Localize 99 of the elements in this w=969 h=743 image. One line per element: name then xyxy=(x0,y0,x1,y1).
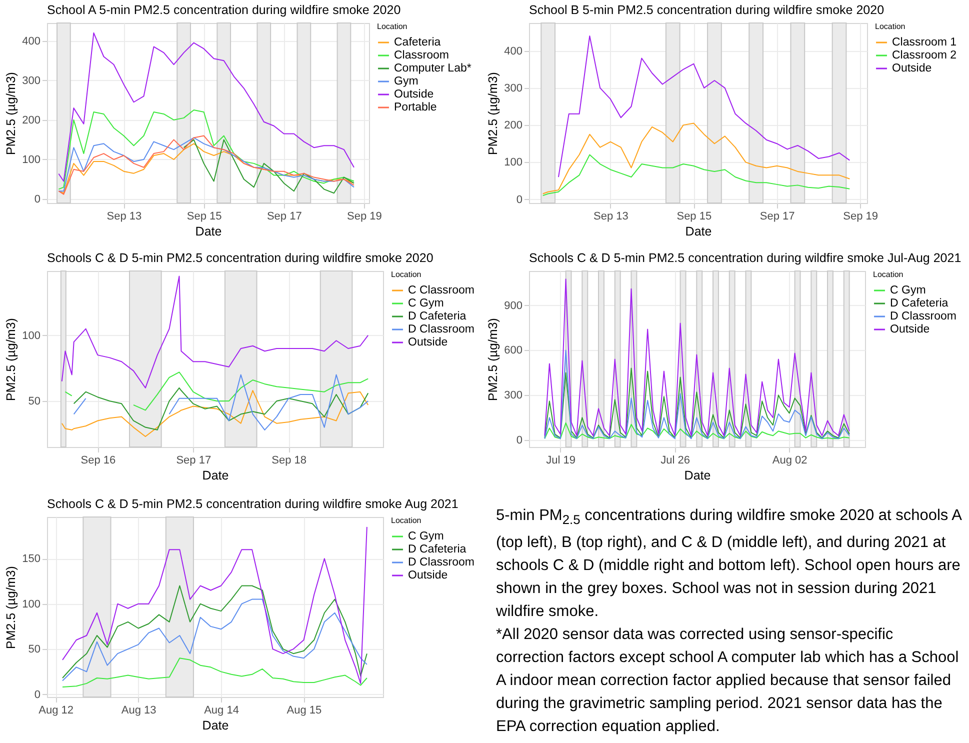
x-tick-label: Aug 13 xyxy=(121,704,156,716)
x-tick-label: Aug 12 xyxy=(38,704,74,716)
line-series xyxy=(558,35,850,178)
line-series xyxy=(544,278,850,436)
x-tick-label: Jul 26 xyxy=(660,454,690,466)
legend-label: C Classroom xyxy=(408,284,474,296)
y-tick-label: 100 xyxy=(22,154,40,166)
legend-label: Classroom 2 xyxy=(892,50,957,62)
y-tick-label: 200 xyxy=(504,120,522,132)
y-tick-label: 300 xyxy=(504,390,522,402)
line-series xyxy=(62,658,368,688)
y-tick-label: 400 xyxy=(504,45,522,58)
legend-label: D Classroom xyxy=(408,556,474,568)
legend-label: Outside xyxy=(892,62,932,74)
line-series xyxy=(544,350,850,440)
line-series xyxy=(62,526,368,684)
legend-title: Location xyxy=(377,22,408,31)
y-tick-label: 600 xyxy=(504,344,522,357)
y-axis-title: PM2.5 (µg/m3) xyxy=(486,72,500,155)
x-tick-label: Sep 15 xyxy=(186,210,222,222)
chart-title: Schools C & D 5-min PM2.5 concentration during wildfire smoke 2020 xyxy=(47,251,434,265)
line-series xyxy=(62,585,368,679)
x-tick-label: Sep 19 xyxy=(347,210,382,222)
x-tick-label: Sep 18 xyxy=(272,454,306,466)
legend-label: D Classroom xyxy=(408,324,474,336)
legend-label: Classroom 1 xyxy=(892,36,957,48)
y-tick-label: 0 xyxy=(516,434,522,447)
chart-title: School A 5-min PM2.5 concentration during wildfire smoke 2020 xyxy=(47,3,401,17)
line-series xyxy=(62,598,368,682)
line-series xyxy=(542,122,850,194)
chart-title: School B 5-min PM2.5 concentration during wildfire smoke 2020 xyxy=(529,3,884,17)
y-tick-label: 0 xyxy=(516,194,522,206)
x-tick-label: Sep 16 xyxy=(80,454,116,466)
y-axis-title: PM2.5 (µg/m3) xyxy=(486,318,500,401)
x-axis-title: Date xyxy=(202,718,229,732)
line-series xyxy=(61,390,369,437)
line-series xyxy=(183,139,354,194)
y-tick-label: 300 xyxy=(504,82,522,94)
legend-label: Gym xyxy=(394,76,418,88)
legend-title: Location xyxy=(875,22,906,31)
legend-label: D Cafeteria xyxy=(408,544,467,556)
y-axis-title: PM2.5 (µg/m3) xyxy=(4,318,18,401)
y-tick-label: 200 xyxy=(22,114,40,126)
legend-label: Classroom xyxy=(394,50,449,62)
legend-label: C Gym xyxy=(890,284,926,296)
y-tick-label: 400 xyxy=(22,35,40,48)
x-tick-label: Sep 15 xyxy=(676,210,712,222)
x-axis-title: Date xyxy=(202,468,229,482)
legend-label: Cafeteria xyxy=(394,36,442,48)
x-tick-label: Sep 17 xyxy=(266,210,302,222)
line-series xyxy=(58,32,354,182)
legend-title: Location xyxy=(391,516,422,525)
x-tick-label: Aug 15 xyxy=(286,704,322,716)
legend-label: Outside xyxy=(408,336,448,348)
line-series xyxy=(544,422,850,440)
line-series xyxy=(58,110,354,190)
legend-label: C Gym xyxy=(408,298,444,310)
legend-label: D Cafeteria xyxy=(408,310,467,322)
y-tick-label: 0 xyxy=(34,194,40,206)
legend-label: D Classroom xyxy=(890,310,956,322)
x-tick-label: Aug 02 xyxy=(772,454,808,466)
x-tick-label: Jul 19 xyxy=(546,454,576,466)
legend-title: Location xyxy=(873,270,904,279)
y-axis-title: PM2.5 (µg/m3) xyxy=(4,566,18,649)
line-series xyxy=(61,276,369,388)
x-tick-label: Sep 17 xyxy=(760,210,795,222)
legend-label: Outside xyxy=(394,88,434,100)
x-tick-label: Aug 14 xyxy=(204,704,239,716)
y-tick-label: 100 xyxy=(22,598,40,610)
x-axis-title: Date xyxy=(195,224,222,238)
line-series xyxy=(73,387,369,430)
y-tick-label: 100 xyxy=(504,156,522,169)
x-tick-label: Sep 17 xyxy=(176,454,212,466)
legend-label: Portable xyxy=(394,102,437,114)
legend-label: Computer Lab* xyxy=(394,62,472,74)
legend-title: Location xyxy=(391,270,422,279)
chart-title: Schools C & D 5-min PM2.5 concentration during wildfire smoke Aug 2021 xyxy=(47,497,458,511)
y-tick-label: 50 xyxy=(28,396,40,408)
y-axis-title: PM2.5 (µg/m3) xyxy=(4,72,18,155)
y-tick-label: 900 xyxy=(504,300,522,312)
y-tick-label: 150 xyxy=(22,553,40,566)
chart-title: Schools C & D 5-min PM2.5 concentration during wildfire smoke Jul-Aug 2021 xyxy=(529,251,962,265)
y-tick-label: 300 xyxy=(22,74,40,87)
y-tick-label: 50 xyxy=(28,644,40,656)
y-tick-label: 0 xyxy=(34,688,40,701)
line-series xyxy=(542,154,850,196)
legend-label: C Gym xyxy=(408,530,444,542)
text: *All 2020 sensor data was corrected using sensor-specific correction factors except school A computer lab which has a School A indoor mean correction factor applied because that sensor failed during the gravimetric sampling period. 2021 sensor data has the EPA correction equation applied. xyxy=(496,625,960,738)
legend-label: Outside xyxy=(890,324,930,336)
x-tick-label: Sep 19 xyxy=(843,210,878,222)
x-tick-label: Sep 13 xyxy=(594,210,628,222)
x-tick-label: Sep 13 xyxy=(106,210,142,222)
legend-label: D Cafeteria xyxy=(890,298,949,310)
x-axis-title: Date xyxy=(685,224,712,238)
text: 5-min PM$_{2.5}$ concentrations during wildfire smoke 2020 at schools A (top left), B (top right), and C & D (middle left), and during 2021 at schools C & D (middle right and bottom left). School open hours are shown in the grey boxes. School was not in session during 2021 wildfire smoke. xyxy=(496,506,962,622)
legend-label: Outside xyxy=(408,570,448,582)
y-tick-label: 100 xyxy=(22,330,40,342)
x-axis-title: Date xyxy=(684,468,711,482)
line-series xyxy=(544,368,850,438)
